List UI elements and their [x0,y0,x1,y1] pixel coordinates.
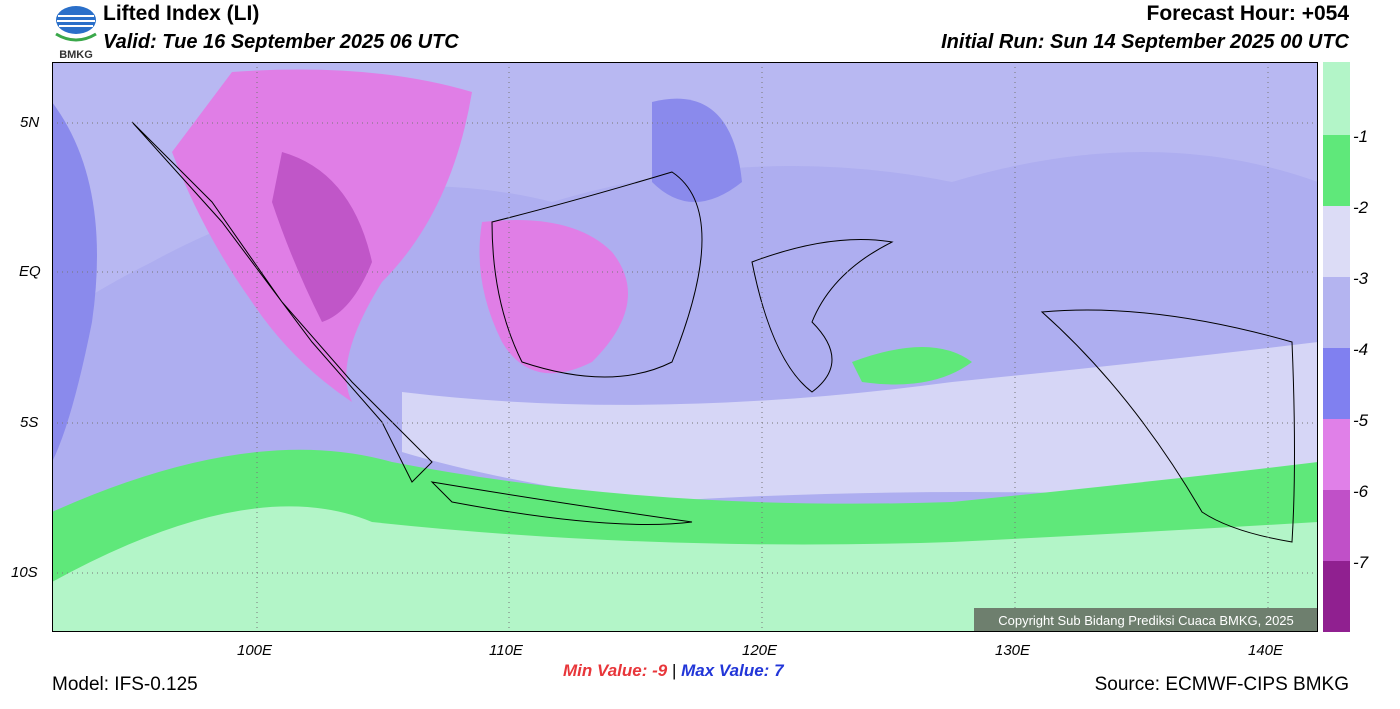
min-value: -9 [652,661,668,680]
valid-time: Valid: Tue 16 September 2025 06 UTC [103,31,459,53]
lat-label: 5S [20,414,39,431]
lon-label: 110E [489,642,523,659]
lat-label: 10S [11,564,38,581]
lat-label: EQ [19,263,41,280]
lat-label: 5N [20,114,40,131]
max-value: 7 [774,661,784,680]
lon-label: 100E [237,642,273,659]
colorbar-label: -2 [1353,198,1369,217]
source: Source: ECMWF-CIPS BMKG [1094,674,1349,695]
lon-label: 120E [742,642,778,659]
colorbar-label: -6 [1353,482,1369,501]
colorbar-label: -3 [1353,269,1369,288]
lon-label: 130E [995,642,1031,659]
forecast-hour: Forecast Hour: +054 [1146,2,1350,25]
logo: BMKG [55,6,97,60]
max-label: Max Value: [681,661,770,680]
map: Copyright Sub Bidang Prediksi Cuaca BMKG… [52,62,1318,632]
colorbar-label: -1 [1353,127,1368,146]
copyright: Copyright Sub Bidang Prediksi Cuaca BMKG… [998,613,1294,628]
separator: | [671,661,677,680]
min-label: Min Value: [563,661,648,680]
title: Lifted Index (LI) [103,2,260,25]
initial-run: Initial Run: Sun 14 September 2025 00 UT… [941,31,1349,53]
colorbar-label: -5 [1353,411,1369,430]
colorbar-label: -7 [1353,553,1369,572]
colorbar-label: -4 [1353,340,1368,359]
colorbar: -1 -2 -3 -4 -5 -6 -7 [1323,62,1369,632]
logo-text: BMKG [59,49,93,60]
model: Model: IFS-0.125 [52,674,198,695]
lon-label: 140E [1248,642,1284,659]
